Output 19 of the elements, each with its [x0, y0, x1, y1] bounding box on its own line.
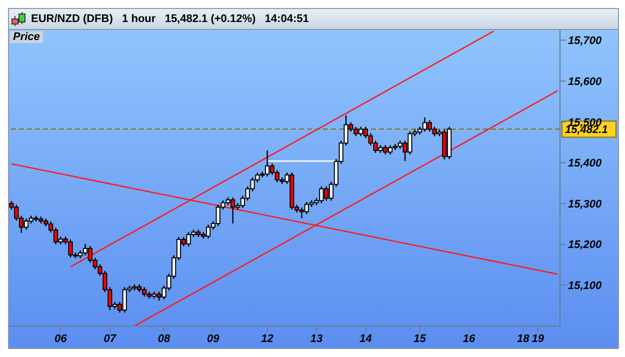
- x-tick-label: 06: [54, 332, 68, 345]
- x-tick-label: 09: [207, 332, 220, 345]
- x-tick-label: 13: [310, 332, 323, 345]
- x-tick-label: 07: [104, 332, 117, 345]
- x-tick-label: 19: [532, 332, 545, 345]
- y-tick-label: 15,400: [568, 158, 603, 170]
- y-tick-label: 15,300: [568, 198, 603, 210]
- y-tick-label: 15,200: [568, 239, 603, 252]
- x-tick-label: 14: [360, 332, 372, 345]
- x-tick-label: 16: [462, 332, 476, 345]
- y-tick-label: 15,600: [568, 76, 603, 88]
- chart-title: EUR/NZD (DFB) 1 hour 15,482.1 (+0.12%) 14:04:51: [31, 13, 309, 25]
- x-tick-label: 15: [414, 332, 427, 345]
- x-tick-label: 08: [158, 332, 171, 345]
- x-tick-label: 18: [516, 332, 530, 345]
- x-tick-label: 12: [261, 332, 274, 345]
- y-tick-label: 15,700: [568, 35, 603, 48]
- y-tick-label: 15,100: [568, 280, 603, 292]
- annotation: Price: [10, 31, 43, 43]
